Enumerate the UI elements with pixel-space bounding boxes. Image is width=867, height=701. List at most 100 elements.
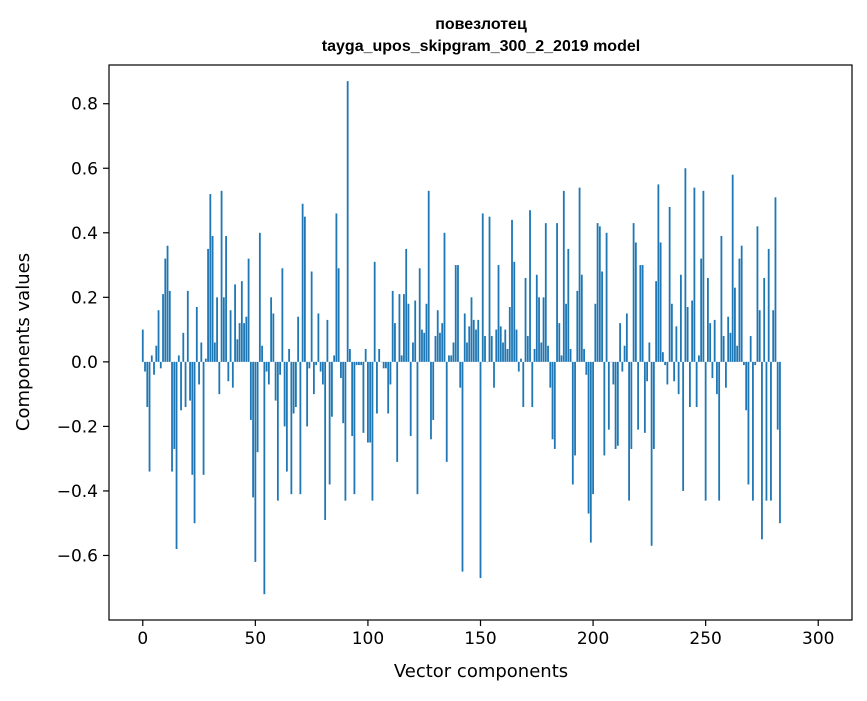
bar-53: [261, 346, 263, 362]
bar-167: [518, 362, 520, 372]
bar-186: [561, 355, 563, 361]
bar-76: [313, 362, 315, 394]
bar-230: [660, 242, 662, 361]
bar-187: [563, 191, 565, 362]
bar-252: [709, 323, 711, 362]
bar-283: [779, 362, 781, 523]
bar-183: [554, 362, 556, 449]
bar-26: [200, 343, 202, 362]
bar-10: [164, 259, 166, 362]
bar-214: [624, 346, 626, 362]
bar-169: [522, 362, 524, 407]
bar-188: [565, 304, 567, 362]
bar-123: [419, 268, 421, 362]
bar-80: [322, 362, 324, 385]
bar-137: [450, 355, 452, 361]
bar-136: [448, 355, 450, 361]
bar-176: [538, 297, 540, 362]
y-tick-label: −0.6: [57, 546, 98, 566]
bar-15: [176, 362, 178, 549]
bar-226: [651, 362, 653, 546]
bar-35: [221, 191, 223, 362]
bar-125: [423, 333, 425, 362]
bar-272: [754, 362, 756, 365]
bar-239: [680, 275, 682, 362]
bar-66: [290, 362, 292, 494]
bar-207: [608, 362, 610, 430]
bar-109: [387, 362, 389, 414]
bar-197: [585, 362, 587, 375]
bar-3: [149, 362, 151, 472]
bar-174: [534, 349, 536, 362]
bar-114: [399, 294, 401, 362]
bar-238: [678, 362, 680, 394]
bar-213: [621, 362, 623, 372]
y-axis-label: Components values: [13, 253, 34, 431]
bar-194: [579, 188, 581, 362]
bar-155: [491, 336, 493, 362]
bar-101: [369, 362, 371, 443]
bar-280: [772, 310, 774, 362]
bar-203: [599, 226, 601, 362]
bar-156: [493, 362, 495, 388]
bar-37: [225, 236, 227, 362]
bar-86: [336, 213, 338, 361]
bar-170: [525, 278, 527, 362]
bar-256: [718, 362, 720, 501]
bar-166: [516, 330, 518, 362]
bar-217: [630, 362, 632, 449]
bar-6: [155, 346, 157, 362]
bar-206: [606, 233, 608, 362]
bar-55: [266, 362, 268, 372]
bar-253: [712, 362, 714, 378]
bar-181: [549, 362, 551, 388]
bar-112: [394, 323, 396, 362]
bar-39: [230, 310, 232, 362]
bar-23: [194, 362, 196, 523]
bar-104: [376, 362, 378, 414]
bar-179: [545, 223, 547, 362]
bar-200: [592, 362, 594, 494]
y-axis-ticks: −0.6−0.4−0.20.00.20.40.60.8: [57, 95, 109, 567]
bar-7: [158, 310, 160, 362]
bar-96: [358, 362, 360, 365]
bar-85: [333, 355, 335, 361]
x-tick-label: 100: [352, 629, 384, 649]
bar-259: [725, 362, 727, 388]
y-tick-label: 0.2: [71, 288, 98, 308]
bar-38: [227, 362, 229, 381]
bar-49: [252, 362, 254, 498]
bar-28: [205, 359, 207, 362]
bar-218: [633, 223, 635, 362]
bar-118: [408, 304, 410, 362]
bar-209: [612, 362, 614, 385]
chart-subtitle: tayga_upos_skipgram_300_2_2019 model: [322, 38, 640, 55]
bar-127: [428, 191, 430, 362]
bar-36: [223, 297, 225, 362]
bar-219: [635, 242, 637, 361]
bar-247: [698, 355, 700, 361]
bar-128: [430, 362, 432, 439]
x-tick-label: 200: [577, 629, 609, 649]
bar-271: [752, 362, 754, 501]
bar-160: [502, 343, 504, 362]
bar-87: [338, 268, 340, 362]
bar-165: [513, 262, 515, 362]
bar-9: [162, 294, 164, 362]
bar-191: [572, 362, 574, 485]
bar-117: [405, 249, 407, 362]
bar-242: [687, 307, 689, 362]
bar-70: [299, 362, 301, 494]
bar-27: [203, 362, 205, 475]
bar-205: [603, 362, 605, 456]
bar-148: [475, 330, 477, 362]
bar-161: [504, 330, 506, 362]
bar-193: [576, 291, 578, 362]
bar-99: [365, 349, 367, 362]
bar-133: [441, 323, 443, 362]
bar-145: [468, 326, 470, 361]
bar-270: [750, 336, 752, 362]
bar-121: [414, 301, 416, 362]
bar-100: [367, 362, 369, 443]
